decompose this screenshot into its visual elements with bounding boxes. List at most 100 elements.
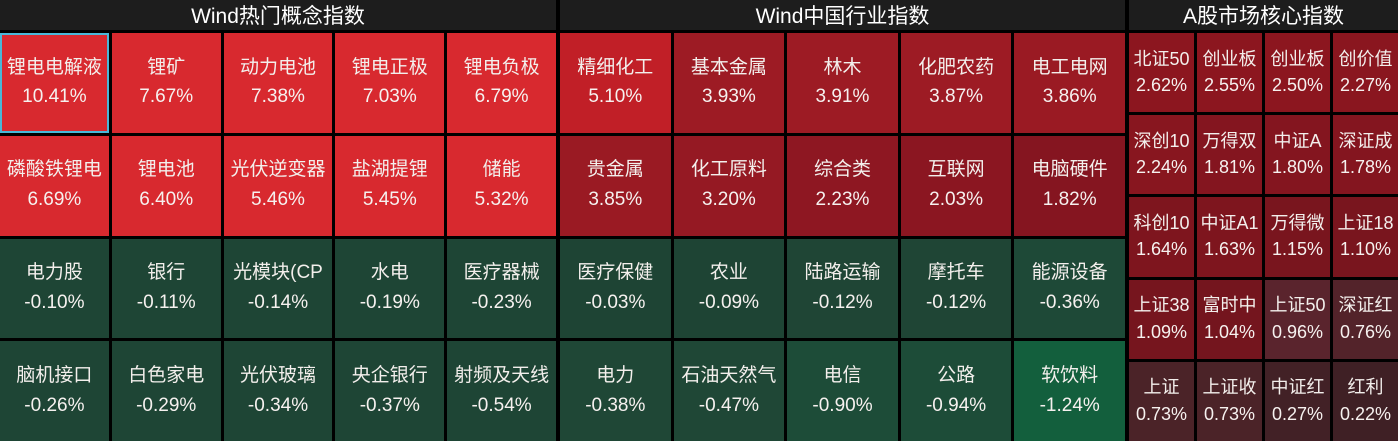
tile-change-percent: -1.24% — [1039, 394, 1100, 416]
heatmap-tile[interactable]: 锂矿 7.67% — [111, 33, 221, 133]
tile-change-percent: 1.04% — [1203, 321, 1256, 342]
tile-index-name: 综合类 — [813, 159, 871, 181]
heatmap-tile[interactable]: 深证红 0.76% — [1333, 279, 1398, 359]
tile-index-name: 储能 — [482, 159, 521, 181]
heatmap-tile[interactable]: 能源设备 -0.36% — [1014, 238, 1125, 339]
heatmap-tile[interactable]: 上证 0.73% — [1129, 361, 1194, 441]
heatmap-tile[interactable]: 创业板 2.50% — [1265, 33, 1330, 113]
tile-index-name: 摩托车 — [927, 262, 985, 284]
heatmap-tile-selected[interactable]: 锂电电解液 10.41% — [0, 33, 109, 133]
panel-title-china-industry: Wind中国行业指数 — [560, 0, 1125, 30]
panel-a-share-core-index: A股市场核心指数 北证50 2.62% 创业板 2.55% 创业板 2.50% 创价值 2.2… — [1129, 0, 1398, 441]
tile-index-name: 光模块(CP — [233, 262, 323, 284]
tile-index-name: 深证成 — [1338, 130, 1393, 151]
tile-index-name: 电信 — [823, 364, 862, 386]
heatmap-tile[interactable]: 储能 5.32% — [447, 135, 556, 236]
tile-change-percent: 1.80% — [1271, 157, 1324, 178]
tile-index-name: 中证A1 — [1200, 212, 1259, 233]
tile-index-name: 陆路运输 — [804, 262, 881, 284]
tile-index-name: 农业 — [709, 262, 748, 284]
tile-change-percent: -0.38% — [585, 394, 646, 416]
heatmap-tile[interactable]: 上证收 0.73% — [1197, 361, 1262, 441]
heatmap-tile[interactable]: 锂电正极 7.03% — [335, 33, 445, 133]
heatmap-tile[interactable]: 锂电池 6.40% — [111, 135, 221, 236]
tile-change-percent: 1.64% — [1135, 239, 1188, 260]
heatmap-tile[interactable]: 白色家电 -0.29% — [111, 341, 221, 441]
heatmap-tile[interactable]: 上证50 0.96% — [1265, 279, 1330, 359]
tile-index-name: 锂电电解液 — [6, 56, 102, 78]
heatmap-tile[interactable]: 银行 -0.11% — [111, 238, 221, 339]
heatmap-tile[interactable]: 电脑硬件 1.82% — [1014, 135, 1125, 236]
tile-index-name: 动力电池 — [239, 56, 316, 78]
tile-change-percent: -0.29% — [136, 394, 197, 416]
tile-change-percent: -0.34% — [247, 394, 309, 416]
heatmap-tile[interactable]: 农业 -0.09% — [673, 238, 785, 339]
heatmap-tile[interactable]: 深创10 2.24% — [1129, 115, 1194, 195]
heatmap-tile[interactable]: 精细化工 5.10% — [560, 33, 671, 133]
heatmap-tile[interactable]: 摩托车 -0.12% — [900, 238, 1012, 339]
tile-index-name: 电力 — [596, 364, 635, 386]
tile-index-name: 医疗保健 — [577, 262, 654, 284]
heatmap-tile[interactable]: 电力股 -0.10% — [0, 238, 109, 339]
heatmap-tile[interactable]: 互联网 2.03% — [900, 135, 1012, 236]
heatmap-tile[interactable]: 林木 3.91% — [787, 33, 898, 133]
tile-index-name: 水电 — [370, 262, 409, 284]
heatmap-tile[interactable]: 石油天然气 -0.47% — [673, 341, 785, 441]
tile-index-name: 中证红 — [1270, 377, 1325, 398]
heatmap-tile[interactable]: 盐湖提锂 5.45% — [335, 135, 445, 236]
heatmap-tile[interactable]: 贵金属 3.85% — [560, 135, 671, 236]
heatmap-tile[interactable]: 医疗保健 -0.03% — [560, 238, 671, 339]
heatmap-tile[interactable]: 科创10 1.64% — [1129, 197, 1194, 277]
heatmap-tile[interactable]: 电力 -0.38% — [560, 341, 671, 441]
heatmap-tile[interactable]: 动力电池 7.38% — [223, 33, 333, 133]
heatmap-tile[interactable]: 创业板 2.55% — [1197, 33, 1262, 113]
heatmap-tile[interactable]: 化肥农药 3.87% — [900, 33, 1012, 133]
heatmap-tile[interactable]: 陆路运输 -0.12% — [787, 238, 898, 339]
heatmap-tile[interactable]: 中证红 0.27% — [1265, 361, 1330, 441]
tile-change-percent: 1.15% — [1271, 239, 1324, 260]
heatmap-tile[interactable]: 综合类 2.23% — [787, 135, 898, 236]
tile-change-percent: 3.87% — [929, 86, 984, 108]
heatmap-tile[interactable]: 基本金属 3.93% — [673, 33, 785, 133]
heatmap-tile[interactable]: 水电 -0.19% — [335, 238, 445, 339]
heatmap-tile[interactable]: 深证成 1.78% — [1333, 115, 1398, 195]
heatmap-tile[interactable]: 光伏逆变器 5.46% — [223, 135, 333, 236]
heatmap-tile[interactable]: 电信 -0.90% — [787, 341, 898, 441]
heatmap-tile[interactable]: 化工原料 3.20% — [673, 135, 785, 236]
tile-index-name: 上证38 — [1133, 295, 1190, 316]
heatmap-tile[interactable]: 软饮料 -1.24% — [1014, 341, 1125, 441]
heatmap-tile[interactable]: 中证A1 1.63% — [1197, 197, 1262, 277]
heatmap-grid-a-share-core: 北证50 2.62% 创业板 2.55% 创业板 2.50% 创价值 2.27% 深创10 2.2… — [1129, 33, 1398, 441]
heatmap-tile[interactable]: 富时中 1.04% — [1197, 279, 1262, 359]
tile-change-percent: 3.20% — [701, 189, 756, 211]
heatmap-tile[interactable]: 脑机接口 -0.26% — [0, 341, 109, 441]
heatmap-tile[interactable]: 创价值 2.27% — [1333, 33, 1398, 113]
heatmap-tile[interactable]: 中证A 1.80% — [1265, 115, 1330, 195]
heatmap-tile[interactable]: 光伏玻璃 -0.34% — [223, 341, 333, 441]
tile-change-percent: -0.10% — [24, 291, 85, 313]
heatmap-tile[interactable]: 红利 0.22% — [1333, 361, 1398, 441]
tile-change-percent: -0.36% — [1039, 291, 1100, 313]
tile-change-percent: 2.03% — [929, 189, 984, 211]
tile-index-name: 万得微 — [1270, 212, 1325, 233]
heatmap-tile[interactable]: 公路 -0.94% — [900, 341, 1012, 441]
heatmap-tile[interactable]: 射频及天线 -0.54% — [447, 341, 556, 441]
heatmap-tile[interactable]: 央企银行 -0.37% — [335, 341, 445, 441]
tile-index-name: 央企银行 — [351, 364, 428, 386]
heatmap-grid-hot-concept: 锂电电解液 10.41% 锂矿 7.67% 动力电池 7.38% 锂电正极 7.03% 锂电负极… — [0, 33, 556, 441]
tile-index-name: 创业板 — [1270, 48, 1325, 69]
heatmap-tile[interactable]: 电工电网 3.86% — [1014, 33, 1125, 133]
heatmap-tile[interactable]: 磷酸铁锂电 6.69% — [0, 135, 109, 236]
heatmap-tile[interactable]: 上证18 1.10% — [1333, 197, 1398, 277]
tile-index-name: 银行 — [147, 262, 186, 284]
heatmap-tile[interactable]: 上证38 1.09% — [1129, 279, 1194, 359]
heatmap-tile[interactable]: 万得微 1.15% — [1265, 197, 1330, 277]
panel-title-hot-concept: Wind热门概念指数 — [0, 0, 556, 30]
heatmap-tile[interactable]: 锂电负极 6.79% — [447, 33, 556, 133]
heatmap-tile[interactable]: 医疗器械 -0.23% — [447, 238, 556, 339]
heatmap-tile[interactable]: 光模块(CP -0.14% — [223, 238, 333, 339]
heatmap-tile[interactable]: 万得双 1.81% — [1197, 115, 1262, 195]
heatmap-tile[interactable]: 北证50 2.62% — [1129, 33, 1194, 113]
tile-index-name: 光伏逆变器 — [230, 159, 326, 181]
